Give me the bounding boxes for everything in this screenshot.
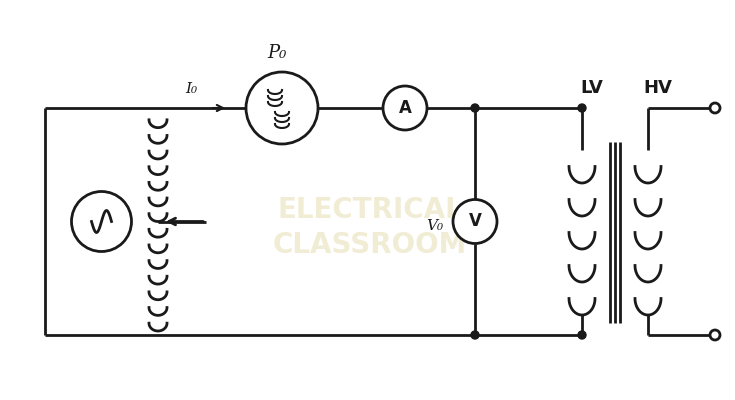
Text: V: V: [468, 212, 481, 230]
Text: LV: LV: [581, 79, 603, 97]
Circle shape: [71, 192, 132, 252]
Circle shape: [710, 103, 720, 113]
Text: HV: HV: [644, 79, 673, 97]
Text: V₀: V₀: [426, 218, 443, 232]
Text: A: A: [398, 99, 412, 117]
Circle shape: [246, 72, 318, 144]
Circle shape: [471, 104, 479, 112]
Circle shape: [710, 330, 720, 340]
Circle shape: [578, 104, 586, 112]
Circle shape: [453, 200, 497, 244]
Circle shape: [578, 331, 586, 339]
Circle shape: [383, 86, 427, 130]
Circle shape: [471, 331, 479, 339]
Text: CLASSROOM: CLASSROOM: [273, 231, 467, 259]
Text: P₀: P₀: [268, 44, 287, 62]
Text: I₀: I₀: [185, 82, 197, 96]
Text: ELECTRICAL: ELECTRICAL: [277, 196, 463, 224]
